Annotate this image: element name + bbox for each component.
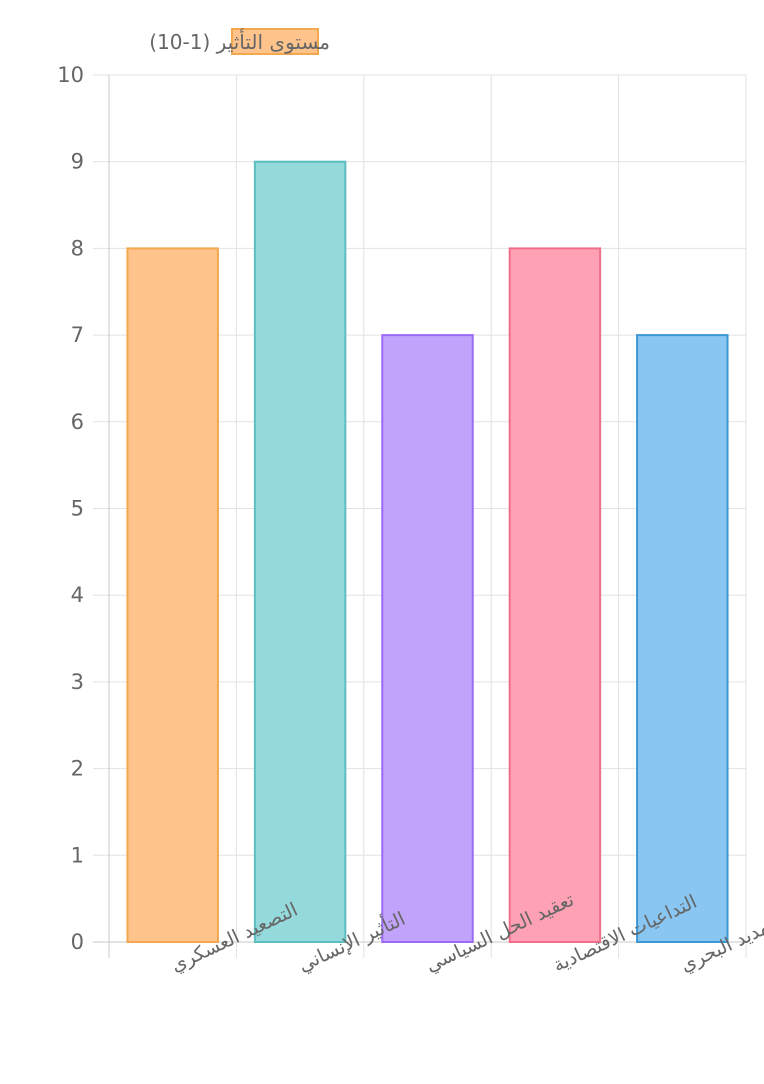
y-axis-ticks: 0 1 2 3 4 5 6 7 8 9 10 [57, 63, 84, 954]
legend-label: مستوى التأثير (1-10) [149, 28, 330, 54]
bar [636, 334, 729, 944]
bar [381, 334, 474, 944]
bars [126, 160, 729, 944]
legend[interactable]: مستوى التأثير (1-10) [149, 28, 330, 55]
y-tick-label: 6 [71, 410, 84, 434]
y-tick-label: 5 [71, 497, 84, 521]
y-tick-label: 9 [71, 150, 84, 174]
bar [508, 247, 602, 943]
y-tick-label: 3 [71, 670, 84, 694]
y-tick-label: 2 [71, 757, 84, 781]
bar [126, 247, 219, 943]
y-tick-label: 10 [57, 63, 84, 87]
y-tick-label: 7 [71, 323, 84, 347]
y-tick-label: 8 [71, 236, 84, 260]
y-tick-label: 0 [71, 930, 84, 954]
legend-swatch [231, 28, 319, 55]
bar [253, 160, 347, 943]
y-tick-label: 4 [71, 583, 84, 607]
y-tick-label: 1 [71, 843, 84, 867]
